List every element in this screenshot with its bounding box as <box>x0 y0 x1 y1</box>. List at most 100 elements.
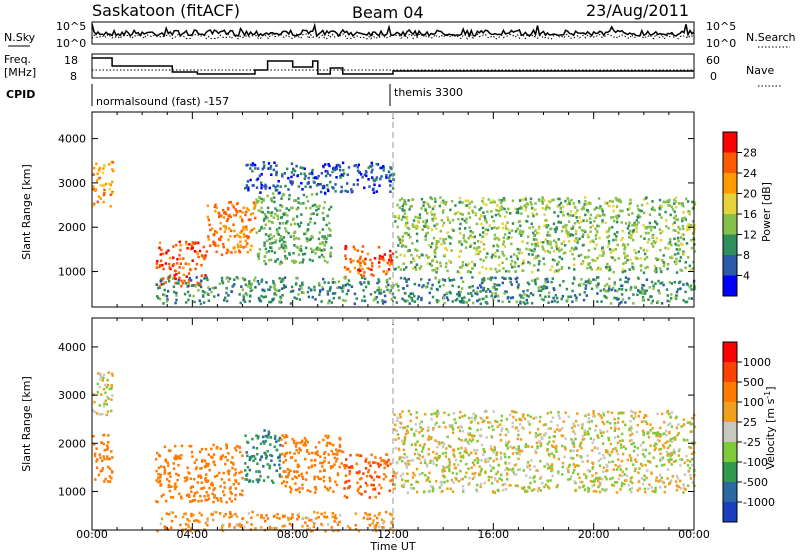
heatmap-cell <box>111 168 114 171</box>
heatmap-cell <box>517 448 520 452</box>
heatmap-cell <box>674 438 677 441</box>
heatmap-cell <box>551 467 554 471</box>
cpid-segment-1: normalsound (fast) -157 <box>96 95 229 108</box>
heatmap-cell <box>364 285 368 289</box>
heatmap-cell <box>438 442 441 446</box>
heatmap-cell <box>324 529 327 533</box>
heatmap-cell <box>410 296 413 300</box>
heatmap-cell <box>180 284 183 288</box>
heatmap-cell <box>370 453 373 457</box>
heatmap-cell <box>556 269 560 273</box>
heatmap-cell <box>498 255 501 259</box>
heatmap-cell <box>618 287 621 291</box>
heatmap-cell <box>108 163 111 166</box>
heatmap-cell <box>507 440 511 444</box>
heatmap-cell <box>622 268 625 271</box>
heatmap-cell <box>448 259 451 263</box>
heatmap-cell <box>467 199 470 202</box>
heatmap-cell <box>326 293 330 296</box>
heatmap-cell <box>108 182 111 186</box>
heatmap-cell <box>526 220 529 223</box>
heatmap-cell <box>452 481 455 484</box>
heatmap-cell <box>297 512 300 516</box>
heatmap-cell <box>524 198 527 201</box>
heatmap-cell <box>289 469 292 473</box>
heatmap-cell <box>203 459 207 462</box>
heatmap-cell <box>446 435 449 439</box>
heatmap-cell <box>371 168 374 172</box>
heatmap-cell <box>419 461 423 465</box>
heatmap-cell <box>314 488 318 491</box>
heatmap-cell <box>299 248 303 251</box>
heatmap-cell <box>494 292 498 296</box>
heatmap-cell <box>205 250 209 253</box>
heatmap-cell <box>679 280 682 284</box>
heatmap-cell <box>634 256 637 259</box>
heatmap-cell <box>679 268 682 272</box>
heatmap-cell <box>546 485 550 488</box>
heatmap-cell <box>290 206 293 210</box>
heatmap-cell <box>201 460 204 463</box>
heatmap-cell <box>397 437 400 440</box>
heatmap-cell <box>443 293 446 297</box>
heatmap-cell <box>517 283 520 286</box>
heatmap-cell <box>497 209 501 213</box>
heatmap-cell <box>460 287 464 290</box>
heatmap-cell <box>437 240 440 243</box>
heatmap-cell <box>412 487 415 490</box>
heatmap-cell <box>411 223 414 226</box>
heatmap-cell <box>362 259 365 262</box>
heatmap-cell <box>346 182 349 185</box>
heatmap-cell <box>670 425 674 428</box>
heatmap-cell <box>386 270 389 273</box>
heatmap-cell <box>572 248 576 251</box>
heatmap-cell <box>423 490 426 494</box>
heatmap-cell <box>454 476 457 480</box>
heatmap-cell <box>105 448 109 451</box>
heatmap-cell <box>482 447 485 451</box>
heatmap-cell <box>577 424 580 427</box>
heatmap-cell <box>535 212 538 216</box>
heatmap-cell <box>659 452 662 455</box>
heatmap-cell <box>165 512 168 515</box>
heatmap-cell <box>345 292 349 296</box>
heatmap-cell <box>268 526 272 530</box>
heatmap-cell <box>242 232 245 236</box>
heatmap-cell <box>515 418 518 422</box>
heatmap-cell <box>249 178 252 182</box>
heatmap-cell <box>607 288 611 292</box>
heatmap-cell <box>291 259 294 263</box>
heatmap-cell <box>482 243 486 246</box>
heatmap-cell <box>427 243 431 247</box>
heatmap-cell <box>157 473 160 476</box>
heatmap-cell <box>184 523 188 526</box>
heatmap-cell <box>677 288 680 291</box>
heatmap-cell <box>359 485 362 488</box>
heatmap-cell <box>582 282 585 286</box>
heatmap-cell <box>549 427 552 430</box>
freq-unit-label: [MHz] <box>4 66 36 79</box>
heatmap-cell <box>249 218 252 221</box>
heatmap-cell <box>228 522 231 526</box>
heatmap-cell <box>383 294 387 298</box>
heatmap-cell <box>330 449 333 453</box>
heatmap-cell <box>542 257 545 260</box>
heatmap-cell <box>174 457 178 461</box>
heatmap-cell <box>670 452 673 455</box>
heatmap-cell <box>642 224 645 227</box>
heatmap-cell <box>661 443 665 447</box>
heatmap-cell <box>328 476 331 480</box>
heatmap-cell <box>612 209 615 213</box>
heatmap-cell <box>311 168 314 172</box>
heatmap-cell <box>654 257 658 260</box>
heatmap-cell <box>572 445 576 448</box>
heatmap-cell <box>540 289 543 292</box>
heatmap-cell <box>534 449 537 453</box>
heatmap-cell <box>169 475 172 478</box>
heatmap-cell <box>301 188 304 191</box>
heatmap-cell <box>597 276 600 279</box>
heatmap-cell <box>392 474 395 478</box>
heatmap-cell <box>389 256 392 260</box>
heatmap-cell <box>225 277 228 280</box>
heatmap-cell <box>640 209 643 213</box>
